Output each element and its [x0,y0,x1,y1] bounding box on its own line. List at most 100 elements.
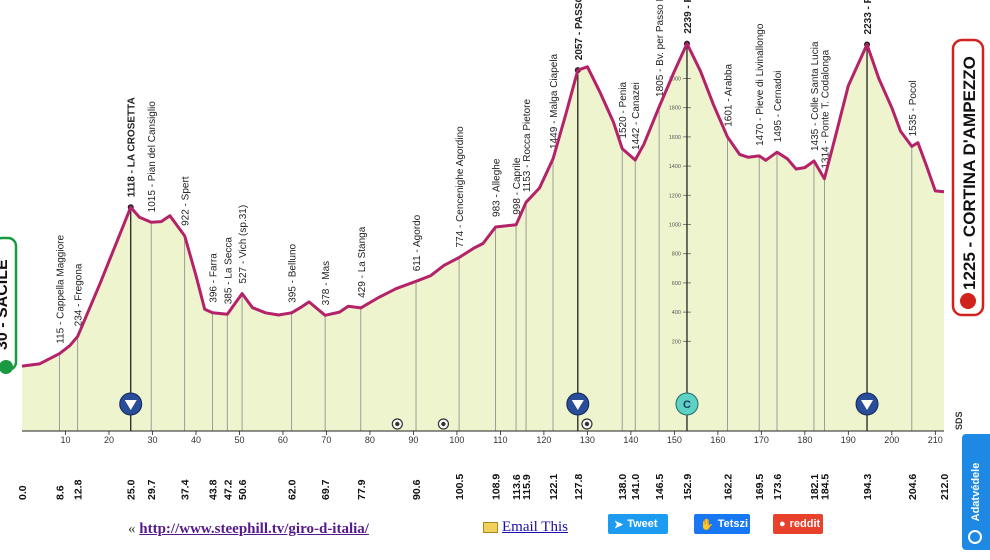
reddit-label: reddit [789,518,821,530]
distance-tick-label: 210 [928,435,943,445]
distance-label: 69.7 [320,479,332,500]
distance-tick-label: 150 [667,435,682,445]
reddit-alien-icon: ● [779,518,786,530]
elevation-tick-label: 200 [672,339,681,345]
sds-label: SDS [954,411,964,430]
distance-label: 204.6 [907,474,919,500]
distance-label: 62.0 [287,479,299,500]
envelope-icon [483,522,498,533]
sprint-icon-center [584,421,590,427]
distance-tick-label: 100 [449,435,464,445]
start-label: 30 - SACILE [0,259,11,350]
sprint-icon-center [395,421,400,427]
distance-label: 29.7 [146,479,158,500]
distance-label: 8.6 [54,485,66,500]
waypoint-label: 1470 - Pieve di Livinallongo [755,23,766,146]
distance-tick-label: 130 [580,435,595,445]
distance-label: 100.5 [454,474,466,500]
elevation-tick-label: 1800 [669,106,681,112]
waypoint-label: 1805 - Bv. per Passo Pordoi [655,0,666,97]
distance-tick-label: 170 [754,435,769,445]
waypoint-label: 378 - Mas [321,261,332,305]
distance-label: 127.8 [573,474,585,500]
email-this-link[interactable]: Email This [483,519,568,536]
kom-triangle-glyph [861,400,874,410]
distance-label: 113.6 [511,474,523,500]
distance-tick-label: 50 [234,435,244,445]
waypoint-label: 1153 - Rocca Pietore [522,99,533,193]
tweet-button[interactable]: ➤ Tweet [608,514,668,534]
tweet-label: Tweet [627,518,658,530]
waypoint-label: 234 - Fregona [74,263,85,326]
waypoint-label: 2057 - PASSO FEDAIA [574,0,585,60]
waypoint-label: 2239 - PASSO PORDOI [683,0,694,34]
facebook-like-button[interactable]: ✋ Tetszi [694,514,750,534]
source-link-line: « http://www.steephill.tv/giro-d-italia/ [128,521,369,538]
steephill-link[interactable]: http://www.steephill.tv/giro-d-italia/ [139,521,369,537]
cima-coppi-letter: C [683,399,691,411]
waypoint-label: 1442 - Canazei [631,82,642,150]
privacy-tab-label: Adatvédele [970,462,982,522]
finish-badge [951,38,985,317]
distance-tick-label: 70 [321,435,331,445]
waypoint-label: 527 - Vich (sp.31) [238,205,249,284]
thumbs-up-icon: ✋ [700,518,714,531]
waypoint-label: 1449 - Malga Ciapela [549,53,560,148]
profile-line [21,42,945,368]
distance-label: 169.5 [754,474,766,500]
like-label: Tetszi [717,518,749,530]
distance-tick-label: 200 [884,435,899,445]
waypoint-label: 396 - Farra [208,253,219,303]
waypoint-label: 1520 - Penia [618,81,629,138]
distance-tick-label: 90 [408,435,418,445]
distance-label: 162.2 [722,474,734,500]
waypoint-label: 1535 - Pocol [908,80,919,136]
distance-tick-label: 160 [710,435,725,445]
distance-tick-label: 80 [365,435,375,445]
waypoint-label: 2233 - PASSO GIAU [863,0,874,34]
distance-label: 146.5 [654,474,666,500]
kom-cima-coppi-icon [675,392,699,416]
elevation-tick-label: 800 [672,252,681,258]
distance-label: 152.9 [682,474,694,500]
profile-svg: 200 400 600 800 1000 1200 1400 1600 1800 2000 115 … [0,0,985,500]
distance-label: 47.2 [222,479,234,500]
waypoint-label: 611 - Agordo [412,214,423,271]
distance-label: 141.0 [630,474,642,500]
distance-label: 25.0 [126,479,138,500]
distance-tick-label: 110 [493,435,507,445]
elevation-tick-label: 1000 [669,223,681,229]
distance-label: 173.6 [772,474,784,500]
waypoint-label: 1495 - Cernadoi [773,71,784,143]
distance-label: 182.1 [809,474,821,500]
distance-label: 122.1 [548,474,560,500]
distance-label: 90.6 [411,479,423,500]
distance-label: 50.6 [237,479,249,500]
waypoint-label: 998 - Caprile [512,157,523,215]
waypoint-label: 774 - Cencenighe Agordino [455,126,466,248]
waypoint-label: 1015 - Pian del Cansiglio [147,101,158,213]
distance-tick-label: 120 [536,435,551,445]
waypoint-label: 395 - Belluno [288,243,299,302]
distance-label: 194.3 [862,474,874,500]
kom-triangle-glyph [571,400,584,410]
distance-label: 212.0 [939,474,951,500]
distance-tick-label: 10 [60,435,70,445]
waypoint-label: 429 - La Stanga [357,226,368,298]
distance-label: 37.4 [180,479,192,500]
distance-tick-label: 40 [191,435,201,445]
gear-icon [968,530,982,544]
reddit-button[interactable]: ● reddit [773,514,823,534]
elevation-tick-label: 400 [672,310,681,316]
distance-tick-label: 180 [797,435,812,445]
elevation-tick-label: 2000 [669,77,681,83]
elevation-tick-label: 1600 [669,135,681,141]
waypoint-label: 1435 - Colle Santa Lucia [810,41,821,151]
start-bike-icon [0,360,13,374]
sprint-icon-center [441,421,446,427]
finish-bike-icon [960,293,976,309]
privacy-side-tab[interactable]: Adatvédele [962,434,990,550]
email-this-label: Email This [502,519,568,535]
waypoint-label: 1314 - Ponte T. Codalonga [820,49,831,168]
waypoint-label: 1601 - Arabba [723,63,734,126]
